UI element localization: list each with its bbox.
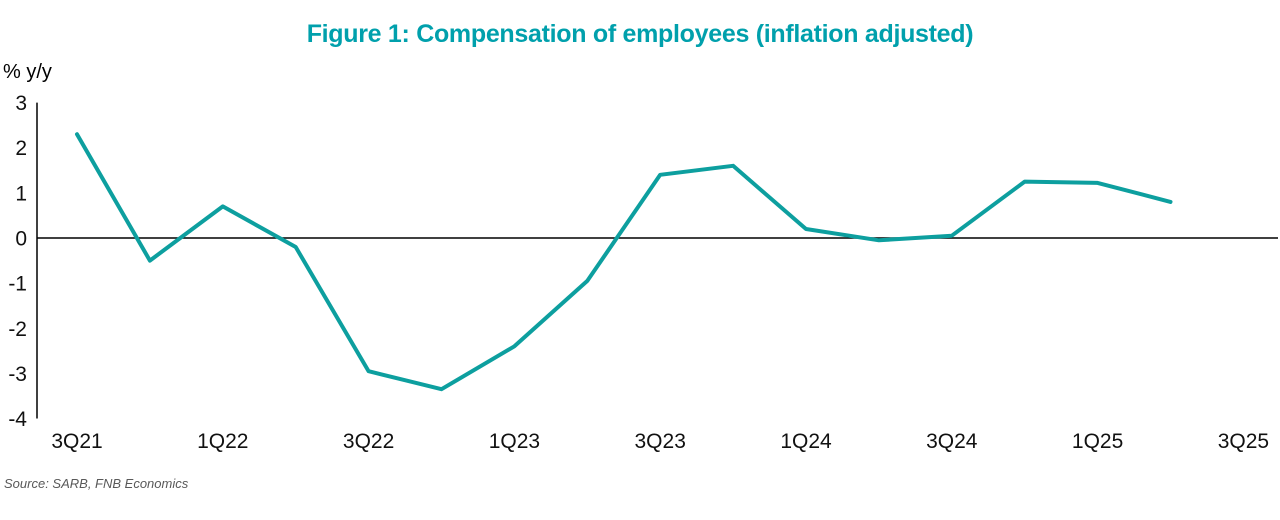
x-tick-label: 1Q23 [489,430,540,453]
x-tick-label: 1Q22 [197,430,248,453]
y-tick-label: -4 [8,408,27,431]
y-tick-label: -2 [8,318,27,341]
source-note: Source: SARB, FNB Economics [4,476,189,491]
y-tick-label: 0 [15,228,27,251]
x-tick-label: 3Q22 [343,430,394,453]
chart-title: Figure 1: Compensation of employees (inf… [306,20,974,48]
y-tick-label: 3 [15,92,27,115]
x-tick-label: 1Q24 [780,430,832,453]
x-tick-label: 3Q21 [51,430,102,453]
data-line-series [75,132,1173,392]
y-tick-label: 1 [15,182,27,205]
y-tick-label: -1 [8,273,27,296]
y-tick-label: 2 [15,137,27,160]
x-tick-label: 3Q23 [635,430,686,453]
y-axis-unit-label: % y/y [3,61,52,83]
x-tick-label: 3Q24 [926,430,978,453]
x-tick-label: 3Q25 [1218,430,1269,453]
x-tick-label: 1Q25 [1072,430,1123,453]
y-tick-label: -3 [8,363,27,386]
